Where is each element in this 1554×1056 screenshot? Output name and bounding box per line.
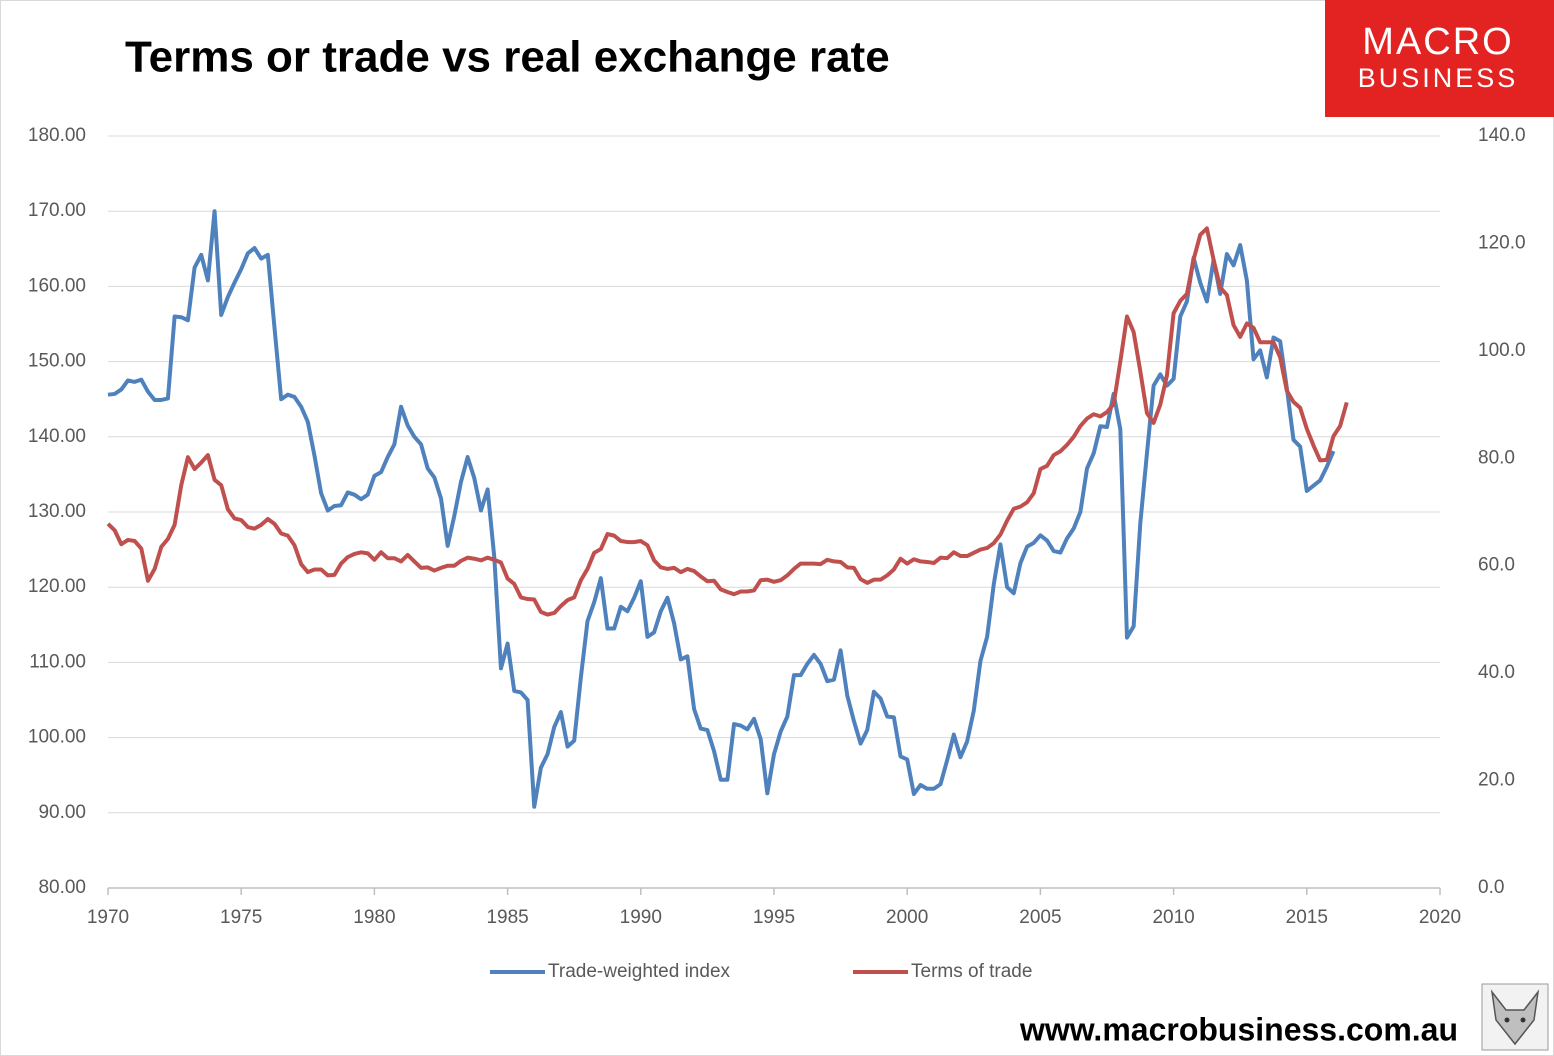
y-tick-label: 100.00 [28, 727, 86, 748]
y2-tick-label: 80.0 [1478, 447, 1515, 468]
y-tick-label: 130.00 [28, 501, 86, 522]
x-tick-label: 2010 [1152, 907, 1194, 928]
y2-tick-label: 100.0 [1478, 340, 1526, 361]
y2-tick-label: 20.0 [1478, 770, 1515, 791]
x-tick-label: 1970 [87, 907, 129, 928]
y-tick-label: 80.00 [38, 877, 86, 898]
x-tick-label: 2015 [1286, 907, 1328, 928]
logo-text: MACRO [1362, 21, 1513, 63]
y-tick-label: 150.00 [28, 351, 86, 372]
y-tick-label: 180.00 [28, 125, 86, 146]
y-tick-label: 170.00 [28, 200, 86, 221]
fox-icon [1481, 983, 1549, 1051]
y-tick-label: 120.00 [28, 576, 86, 597]
x-tick-label: 1980 [353, 907, 395, 928]
x-tick-label: 2000 [886, 907, 928, 928]
x-tick-label: 1985 [486, 907, 528, 928]
x-tick-label: 1995 [753, 907, 795, 928]
y-tick-label: 140.00 [28, 426, 86, 447]
y2-tick-label: 60.0 [1478, 555, 1515, 576]
logo-box [1325, 0, 1554, 117]
y2-tick-label: 40.0 [1478, 662, 1515, 683]
legend-label: Terms of trade [911, 961, 1032, 982]
logo-text: BUSINESS [1358, 63, 1519, 93]
y-tick-label: 110.00 [29, 651, 86, 672]
x-tick-label: 1990 [620, 907, 662, 928]
y-tick-label: 90.00 [38, 802, 86, 823]
footer-url: www.macrobusiness.com.au [1019, 1011, 1458, 1047]
data-line [107, 209, 1336, 809]
chart-title: Terms or trade vs real exchange rate [125, 33, 890, 82]
data-line [106, 226, 1349, 617]
x-tick-label: 1975 [220, 907, 262, 928]
x-tick-label: 2020 [1419, 907, 1461, 928]
y-tick-label: 160.00 [28, 275, 86, 296]
y2-tick-label: 0.0 [1478, 877, 1504, 898]
y2-tick-label: 120.0 [1478, 232, 1526, 253]
y2-tick-label: 140.0 [1478, 125, 1526, 146]
x-tick-label: 2005 [1019, 907, 1061, 928]
legend-label: Trade-weighted index [548, 961, 731, 982]
